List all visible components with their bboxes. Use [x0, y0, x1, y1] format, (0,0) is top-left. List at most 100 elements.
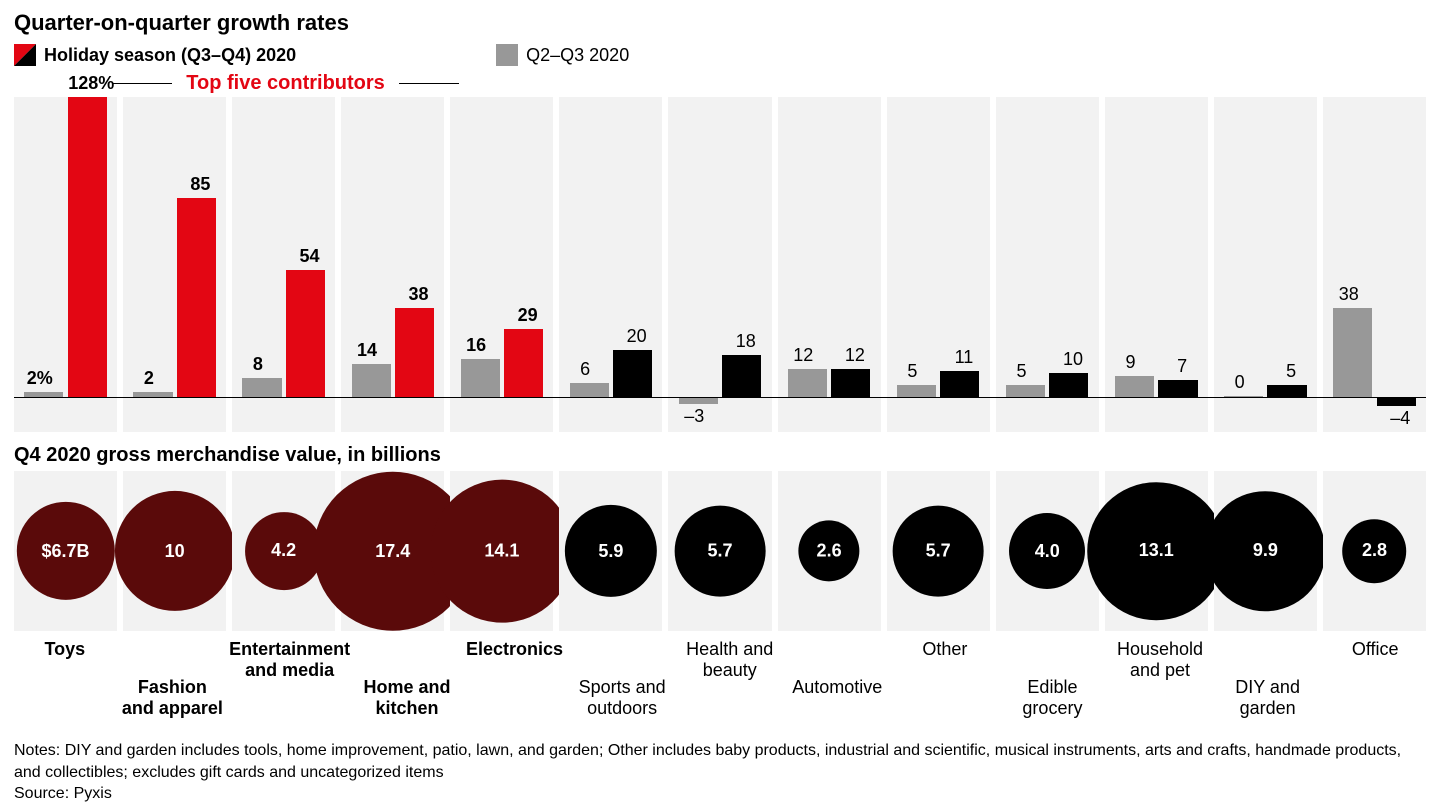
bar-q2	[788, 369, 827, 397]
bar-q4-label: 18	[720, 331, 772, 352]
bar-q2-label: 2%	[14, 368, 66, 389]
category-label: Electronics	[464, 639, 566, 734]
bubble-cell: 2.8	[1323, 471, 1426, 631]
bar-q2-label: 14	[341, 340, 393, 361]
top-contributors-label: Top five contributors	[172, 72, 399, 95]
bar-q4	[831, 369, 870, 397]
bar-q2-label: 5	[887, 361, 939, 382]
bubble-cell: $6.7B	[14, 471, 117, 631]
bubble-cell: 10	[123, 471, 226, 631]
category-label: Health and beauty	[679, 639, 781, 734]
bar-q2-label: 12	[778, 345, 830, 366]
bar-q2	[352, 364, 391, 397]
bar-q4-label: 85	[175, 174, 227, 195]
bubble-cell: 5.9	[559, 471, 662, 631]
bar-q2	[570, 383, 609, 397]
header-rule-left	[112, 83, 172, 84]
gmv-bubble: 2.8	[1343, 519, 1407, 583]
category-label: Sports and outdoors	[571, 639, 673, 734]
legend-q2q3-label: Q2–Q3 2020	[526, 45, 629, 66]
bar-q4-label: 12	[829, 345, 881, 366]
bar-q4	[1377, 397, 1416, 406]
bubble-cell: 4.0	[996, 471, 1099, 631]
bar-chart: 2%128%28585414381629620–3181212511510970…	[14, 97, 1426, 432]
bar-q4	[722, 355, 761, 397]
gmv-bubble-label: 10	[165, 541, 185, 562]
bar-q4	[1158, 380, 1197, 396]
notes-text: Notes: DIY and garden includes tools, ho…	[14, 740, 1426, 783]
bar-q2	[1006, 385, 1045, 397]
bar-group: 1212	[778, 97, 881, 432]
bar-q4-label: 29	[502, 305, 554, 326]
bar-group: 1629	[450, 97, 553, 432]
gmv-bubble-label: 13.1	[1139, 541, 1174, 562]
category-label: Household and pet	[1109, 639, 1211, 734]
category-label-text: Office	[1324, 639, 1426, 660]
category-label-text: Home and kitchen	[356, 677, 458, 719]
bar-q4	[613, 350, 652, 397]
gmv-bubble-label: 9.9	[1253, 541, 1278, 562]
category-label-text: DIY and garden	[1217, 677, 1319, 719]
gmv-bubble-label: 2.6	[817, 540, 842, 561]
bar-q2	[242, 378, 281, 397]
bar-q4-label: 5	[1265, 361, 1317, 382]
bubble-cell: 13.1	[1105, 471, 1208, 631]
bar-q2-label: 0	[1214, 372, 1266, 393]
bar-group: 05	[1214, 97, 1317, 432]
bar-q2-label: 16	[450, 335, 502, 356]
bubble-cell: 2.6	[778, 471, 881, 631]
bar-q2	[1333, 308, 1372, 397]
bar-q4-label: 11	[938, 347, 990, 368]
chart-title: Quarter-on-quarter growth rates	[14, 10, 1426, 36]
bar-q4-label: 20	[611, 326, 663, 347]
category-label-text: Sports and outdoors	[571, 677, 673, 719]
bar-q4-label: 54	[284, 246, 336, 267]
legend: Holiday season (Q3–Q4) 2020 Q2–Q3 2020	[14, 44, 1426, 66]
bar-q4-label: 38	[393, 284, 445, 305]
legend-holiday-label: Holiday season (Q3–Q4) 2020	[44, 45, 296, 66]
bar-q4-label: –4	[1374, 408, 1426, 429]
bar-q4	[395, 308, 434, 397]
gmv-bubble: 5.7	[675, 506, 766, 597]
bar-group: 8 54	[232, 97, 335, 432]
bar-q4	[940, 371, 979, 397]
gmv-bubble-label: 5.7	[926, 541, 951, 562]
bar-q2-label: 38	[1323, 284, 1375, 305]
bar-q2-label: 8	[232, 354, 284, 375]
category-label-text: Edible grocery	[1002, 677, 1104, 719]
legend-q2q3-swatch	[496, 44, 518, 66]
category-label: Office	[1324, 639, 1426, 734]
gmv-bubble-label: 17.4	[375, 541, 410, 562]
gmv-bubble: 5.9	[565, 505, 657, 597]
category-label-text: Other	[894, 639, 996, 660]
bar-group: 511	[887, 97, 990, 432]
category-label: Entertainment and media	[229, 639, 350, 734]
source-text: Source: Pyxis	[14, 785, 1426, 803]
gmv-bubble-label: 14.1	[484, 541, 519, 562]
legend-q2q3: Q2–Q3 2020	[496, 44, 629, 66]
header-rule-right	[399, 83, 459, 84]
category-labels: ToysFashion and apparelEntertainment and…	[14, 639, 1426, 734]
gmv-bubble-label: 5.9	[598, 540, 623, 561]
category-label-text: Health and beauty	[679, 639, 781, 681]
gmv-bubble: 9.9	[1206, 491, 1326, 611]
bar-q2-label: 6	[559, 359, 611, 380]
category-label-text: Household and pet	[1109, 639, 1211, 681]
category-label: Automotive	[787, 639, 889, 734]
category-label: Toys	[14, 639, 116, 734]
bar-group: 38 –4	[1323, 97, 1426, 432]
category-label: Fashion and apparel	[122, 639, 224, 734]
gmv-bubble: 4.0	[1009, 513, 1085, 589]
category-label-text: Fashion and apparel	[122, 677, 224, 719]
category-label: DIY and garden	[1217, 639, 1319, 734]
bar-group: 14 38	[341, 97, 444, 432]
bar-group: 510	[996, 97, 1099, 432]
baseline-axis	[14, 397, 1426, 398]
bar-q2	[897, 385, 936, 397]
bar-q4-label: 7	[1156, 356, 1208, 377]
gmv-bubble: 5.7	[893, 506, 984, 597]
gmv-bubble-label: 5.7	[707, 541, 732, 562]
bar-q4	[1049, 373, 1088, 396]
bar-q2-label: –3	[668, 406, 720, 427]
bar-q4	[504, 329, 543, 397]
